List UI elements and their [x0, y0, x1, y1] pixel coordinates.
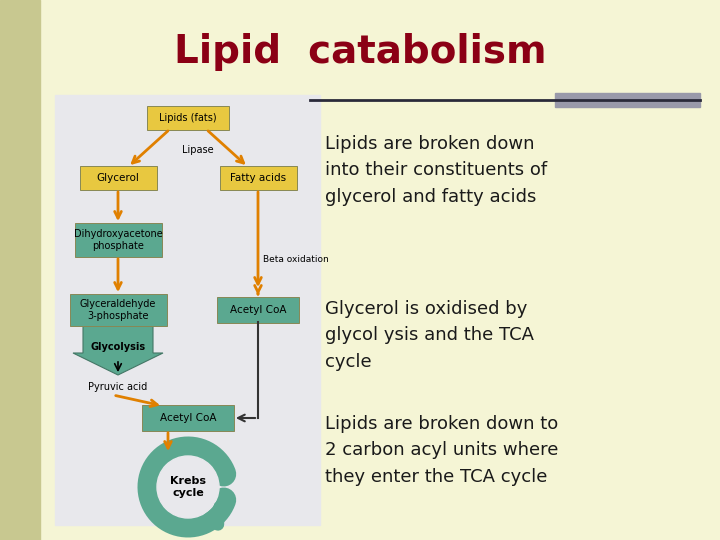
Text: Glycolysis: Glycolysis: [91, 342, 145, 352]
Text: Glycerol is oxidised by
glycol ysis and the TCA
cycle: Glycerol is oxidised by glycol ysis and …: [325, 300, 534, 371]
Text: Krebs
cycle: Krebs cycle: [170, 476, 206, 498]
Text: Pyruvic acid: Pyruvic acid: [89, 382, 148, 392]
Text: Lipid  catabolism: Lipid catabolism: [174, 33, 546, 71]
Text: Fatty acids: Fatty acids: [230, 173, 286, 183]
Text: Lipids are broken down to
2 carbon acyl units where
they enter the TCA cycle: Lipids are broken down to 2 carbon acyl …: [325, 415, 559, 486]
Text: Dihydroxyacetone
phosphate: Dihydroxyacetone phosphate: [73, 229, 163, 251]
FancyBboxPatch shape: [70, 294, 166, 326]
FancyArrow shape: [73, 325, 163, 375]
Text: Acetyl CoA: Acetyl CoA: [160, 413, 216, 423]
Text: Glycerol: Glycerol: [96, 173, 140, 183]
Text: Acetyl CoA: Acetyl CoA: [230, 305, 287, 315]
FancyBboxPatch shape: [142, 405, 234, 431]
Bar: [555, 93, 700, 107]
Text: Lipids are broken down
into their constituents of
glycerol and fatty acids: Lipids are broken down into their consti…: [325, 135, 547, 206]
Text: Glyceraldehyde
3-phosphate: Glyceraldehyde 3-phosphate: [80, 299, 156, 321]
FancyBboxPatch shape: [74, 223, 161, 257]
Text: Beta oxidation: Beta oxidation: [263, 255, 329, 265]
Text: Lipase: Lipase: [182, 145, 214, 155]
Bar: [55, 95, 320, 525]
Circle shape: [157, 456, 219, 518]
FancyBboxPatch shape: [147, 106, 229, 130]
Text: Lipids (fats): Lipids (fats): [159, 113, 217, 123]
FancyBboxPatch shape: [79, 166, 156, 190]
Bar: [0, 0, 40, 540]
FancyBboxPatch shape: [220, 166, 297, 190]
FancyBboxPatch shape: [217, 297, 299, 323]
